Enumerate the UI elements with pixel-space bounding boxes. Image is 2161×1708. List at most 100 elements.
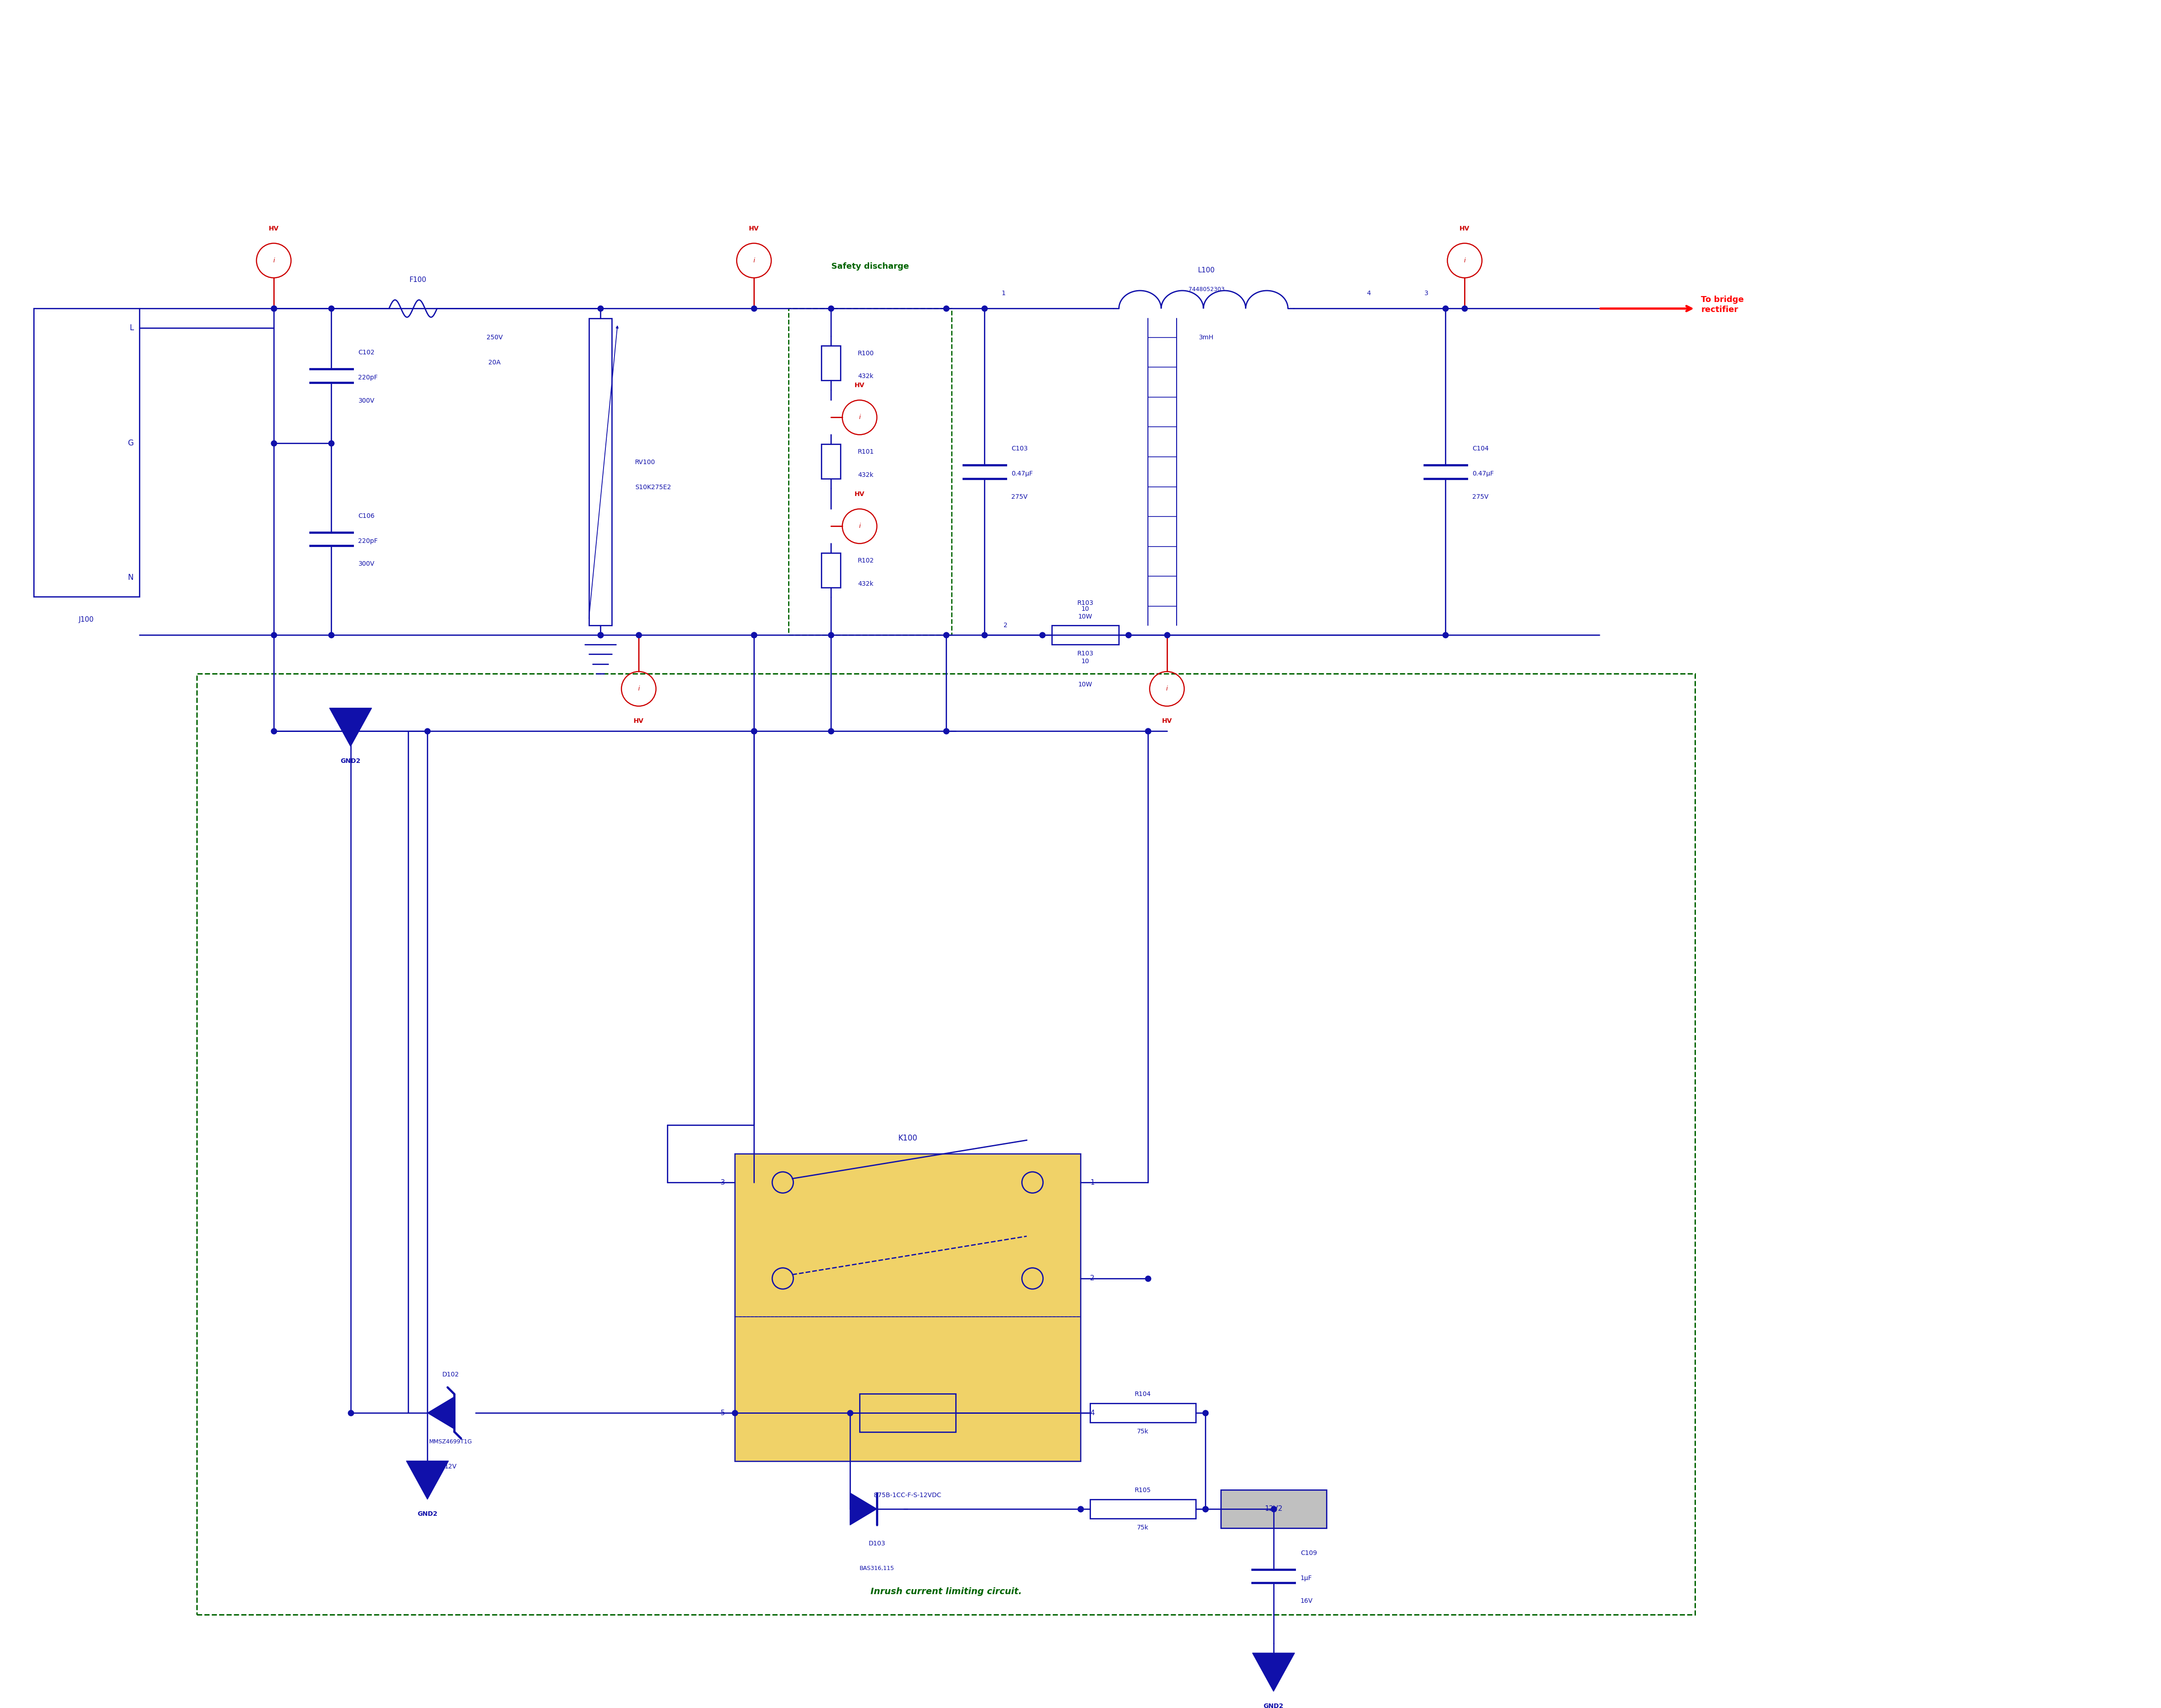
Text: R104: R104 [1135,1390,1152,1397]
Text: 4: 4 [1089,1409,1093,1416]
Point [1063,1494,1098,1522]
Text: 16V: 16V [1301,1599,1314,1604]
Text: 10
10W: 10 10W [1078,606,1093,620]
Text: J100: J100 [78,617,95,623]
Bar [821,345,841,381]
Polygon shape [406,1460,449,1500]
Polygon shape [1253,1653,1294,1691]
Text: RV100: RV100 [635,459,655,465]
Polygon shape [428,1397,454,1430]
Bar [35,309,138,596]
Text: N: N [127,574,134,581]
Point [333,1399,367,1426]
Text: 10W: 10W [1078,681,1093,688]
Text: C102: C102 [359,350,374,355]
Bar [588,318,612,625]
Point [968,622,1003,649]
Text: 275V: 275V [1472,494,1489,500]
Bar [1052,625,1119,644]
Text: 432k: 432k [858,581,873,588]
Text: GND2: GND2 [341,758,361,765]
Text: 875B-1CC-F-S-12VDC: 875B-1CC-F-S-12VDC [873,1493,942,1498]
Text: R102: R102 [858,557,873,564]
Point [1130,717,1165,745]
Point [813,717,847,745]
Point [813,295,847,323]
Point [1150,622,1184,649]
Point [968,295,1003,323]
Bar [197,673,1694,1614]
Text: 1: 1 [1089,1179,1093,1185]
Text: R101: R101 [858,449,875,454]
Point [313,295,348,323]
Text: 1μF: 1μF [1301,1575,1312,1582]
Point [1063,1494,1098,1522]
Text: 3mH: 3mH [1199,335,1214,340]
Point [411,717,445,745]
Text: C106: C106 [359,512,374,519]
Text: 250V: 250V [486,335,504,340]
Point [813,622,847,649]
Point [1024,622,1059,649]
Bar [735,1153,1080,1460]
Point [583,622,618,649]
Point [257,622,292,649]
Text: R103: R103 [1076,651,1093,658]
Text: L: L [130,325,134,331]
Text: 75k: 75k [1137,1428,1150,1435]
Text: Safety discharge: Safety discharge [832,263,910,270]
Point [1189,1399,1223,1426]
Point [583,622,618,649]
Text: 1: 1 [1003,290,1005,297]
Text: 12V: 12V [445,1464,456,1471]
Text: C104: C104 [1472,446,1489,453]
Text: 10: 10 [1080,658,1089,664]
Text: R105: R105 [1135,1488,1152,1493]
Text: 300V: 300V [359,398,374,403]
Point [1130,1266,1165,1293]
Text: HV: HV [633,717,644,724]
Point [717,1399,752,1426]
Text: 0.47μF: 0.47μF [1011,470,1033,477]
Text: GND2: GND2 [1264,1703,1284,1708]
Text: MMSZ4699T1G: MMSZ4699T1G [428,1438,471,1445]
Text: 4: 4 [1366,290,1370,297]
Text: BAS316,115: BAS316,115 [860,1566,895,1571]
Point [737,295,771,323]
Text: HV: HV [854,383,864,389]
Point [1189,1494,1223,1522]
Text: 2: 2 [1003,622,1007,629]
Text: 220pF: 220pF [359,374,378,381]
Text: HV: HV [750,225,759,232]
Text: R100: R100 [858,350,873,357]
Text: D103: D103 [869,1541,886,1547]
Text: 300V: 300V [359,560,374,567]
Point [583,295,618,323]
Text: S10K275E2: S10K275E2 [635,483,670,490]
Point [737,622,771,649]
Point [313,429,348,456]
Text: 3: 3 [1424,290,1428,297]
Point [1448,295,1482,323]
Point [1256,1494,1290,1522]
Text: 220pF: 220pF [359,538,378,545]
Point [622,622,657,649]
Text: G: G [127,439,134,447]
Text: L100: L100 [1197,266,1214,273]
Point [257,295,292,323]
Point [737,717,771,745]
Text: HV: HV [854,490,864,497]
Text: 75k: 75k [1137,1524,1150,1530]
Point [929,295,964,323]
Text: 432k: 432k [858,374,873,379]
Text: 5: 5 [722,1409,726,1416]
Text: HV: HV [268,225,279,232]
Point [929,717,964,745]
Text: R103: R103 [1076,600,1093,606]
Text: To bridge
rectifier: To bridge rectifier [1701,295,1744,314]
Text: HV: HV [1459,225,1469,232]
Text: D102: D102 [443,1372,458,1378]
Text: 275V: 275V [1011,494,1029,500]
Polygon shape [849,1493,877,1525]
Bar [1089,1404,1195,1423]
